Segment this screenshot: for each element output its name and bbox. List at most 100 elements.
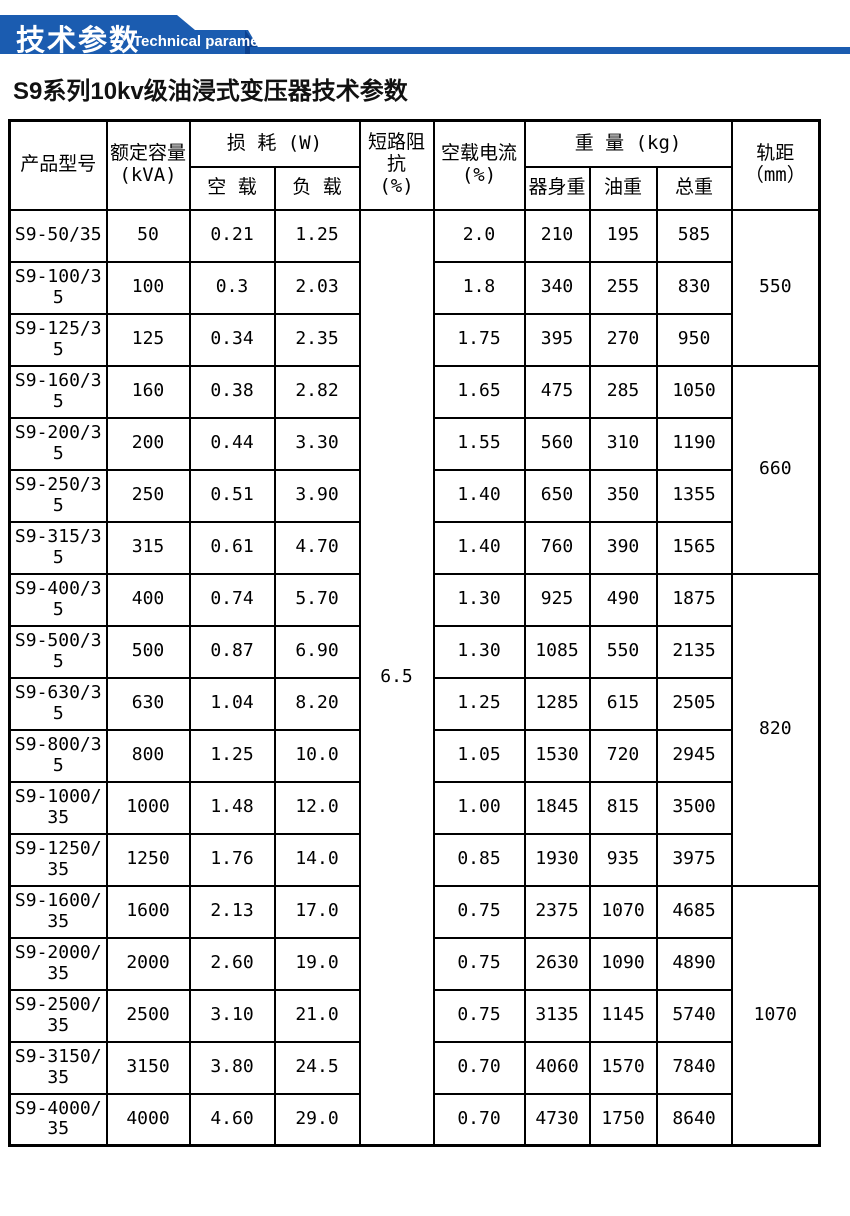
cell-total-weight: 830: [655, 260, 733, 315]
cell-capacity: 200: [105, 416, 191, 471]
header-capacity-label: 额定容量: [109, 142, 186, 165]
cell-oil-weight: 615: [588, 676, 658, 731]
cell-capacity: 2000: [105, 936, 191, 991]
table-row: S9-1250/35 1250 1.76 14.0 0.85 1930 935 …: [8, 832, 820, 887]
cell-noload-loss: 0.51: [188, 468, 276, 523]
cell-model: S9-2500/35: [8, 988, 108, 1043]
cell-oil-weight: 270: [588, 312, 658, 367]
cell-capacity: 315: [105, 520, 191, 575]
cell-noload-current: 0.75: [432, 936, 526, 991]
table-row: S9-160/35 160 0.38 2.82 1.65 475 285 105…: [8, 364, 821, 575]
cell-noload-loss: 1.25: [188, 728, 276, 783]
cell-capacity: 250: [105, 468, 191, 523]
cell-oil-weight: 550: [588, 624, 658, 679]
cell-model: S9-160/35: [8, 364, 108, 419]
table-row: S9-3150/35 3150 3.80 24.5 0.70 4060 1570…: [8, 1040, 820, 1095]
cell-noload-loss: 2.60: [188, 936, 276, 991]
cell-capacity: 3150: [105, 1040, 191, 1095]
cell-load-loss: 4.70: [273, 520, 361, 575]
cell-noload-loss: 0.34: [188, 312, 276, 367]
cell-total-weight: 950: [655, 312, 733, 367]
cell-total-weight: 1565: [655, 520, 733, 575]
cell-noload-current: 0.75: [432, 884, 526, 939]
cell-load-loss: 17.0: [273, 884, 361, 939]
cell-body-weight: 1530: [523, 728, 591, 783]
cell-model: S9-100/35: [8, 260, 108, 315]
cell-noload-current: 1.40: [432, 520, 526, 575]
cell-model: S9-315/35: [8, 520, 108, 575]
cell-oil-weight: 1750: [588, 1092, 658, 1147]
cell-model: S9-4000/35: [8, 1092, 108, 1147]
header-row-1: 产品型号 额定容量 (kVA) 损 耗 (W) 短路阻抗 (%) 空载电流 (%) 重…: [8, 119, 821, 211]
cell-noload-loss: 0.3: [188, 260, 276, 315]
cell-noload-loss: 4.60: [188, 1092, 276, 1147]
header-impedance: 短路阻抗 (%): [358, 119, 435, 211]
cell-total-weight: 7840: [655, 1040, 733, 1095]
header-noload-loss: 空 载: [188, 165, 276, 211]
cell-load-loss: 2.82: [273, 364, 361, 419]
header-gauge-unit: （mm）: [744, 164, 806, 187]
cell-oil-weight: 285: [588, 364, 658, 419]
table-row: S9-630/35 630 1.04 8.20 1.25 1285 615 25…: [8, 676, 820, 731]
table-row: S9-1600/35 1600 2.13 17.0 0.75 2375 1070…: [8, 884, 821, 1147]
cell-body-weight: 3135: [523, 988, 591, 1043]
cell-capacity: 1600: [105, 884, 191, 939]
header-body-weight: 器身重: [523, 165, 591, 211]
cell-capacity: 4000: [105, 1092, 191, 1147]
cell-total-weight: 2505: [655, 676, 733, 731]
cell-body-weight: 475: [523, 364, 591, 419]
cell-model: S9-1250/35: [8, 832, 108, 887]
cell-body-weight: 210: [523, 208, 591, 263]
header-row-2: 空 载 负 载 器身重 油重 总重: [10, 165, 820, 211]
cell-oil-weight: 720: [588, 728, 658, 783]
cell-noload-current: 1.40: [432, 468, 526, 523]
cell-total-weight: 585: [655, 208, 733, 263]
cell-total-weight: 1875: [655, 572, 733, 627]
cell-capacity: 100: [105, 260, 191, 315]
cell-model: S9-1000/35: [8, 780, 108, 835]
cell-noload-current: 0.70: [432, 1040, 526, 1095]
cell-load-loss: 6.90: [273, 624, 361, 679]
cell-oil-weight: 1090: [588, 936, 658, 991]
table-row: S9-400/35 400 0.74 5.70 1.30 925 490 187…: [8, 572, 821, 887]
cell-capacity: 1000: [105, 780, 191, 835]
cell-body-weight: 395: [523, 312, 591, 367]
cell-oil-weight: 1145: [588, 988, 658, 1043]
cell-gauge: 820: [730, 572, 821, 887]
header-loss: 损 耗 (W): [188, 119, 361, 168]
cell-gauge: 550: [730, 208, 821, 367]
cell-total-weight: 3975: [655, 832, 733, 887]
header-gauge-label: 轨距: [756, 142, 795, 165]
cell-model: S9-250/35: [8, 468, 108, 523]
cell-body-weight: 925: [523, 572, 591, 627]
banner-title-cn: 技术参数: [16, 25, 141, 57]
table-row: S9-315/35 315 0.61 4.70 1.40 760 390 156…: [8, 520, 820, 575]
cell-capacity: 500: [105, 624, 191, 679]
table-row: S9-1000/35 1000 1.48 12.0 1.00 1845 815 …: [8, 780, 820, 835]
cell-model: S9-200/35: [8, 416, 108, 471]
cell-total-weight: 3500: [655, 780, 733, 835]
cell-noload-current: 1.30: [432, 572, 526, 627]
cell-model: S9-2000/35: [8, 936, 108, 991]
table-row: S9-250/35 250 0.51 3.90 1.40 650 350 135…: [8, 468, 820, 523]
cell-total-weight: 5740: [655, 988, 733, 1043]
cell-oil-weight: 490: [588, 572, 658, 627]
cell-total-weight: 1355: [655, 468, 733, 523]
cell-capacity: 125: [105, 312, 191, 367]
cell-noload-current: 0.75: [432, 988, 526, 1043]
cell-noload-loss: 0.61: [188, 520, 276, 575]
page-title: S9系列10kv级油浸式变压器技术参数: [13, 78, 408, 105]
cell-model: S9-630/35: [8, 676, 108, 731]
cell-capacity: 2500: [105, 988, 191, 1043]
cell-total-weight: 4890: [655, 936, 733, 991]
cell-noload-loss: 0.21: [188, 208, 276, 263]
cell-body-weight: 1085: [523, 624, 591, 679]
cell-total-weight: 2945: [655, 728, 733, 783]
cell-oil-weight: 1070: [588, 884, 658, 939]
cell-capacity: 630: [105, 676, 191, 731]
cell-load-loss: 5.70: [273, 572, 361, 627]
table-row: S9-50/35 50 0.21 1.25 6.5 2.0 210 195 58…: [8, 208, 821, 1147]
cell-noload-current: 1.00: [432, 780, 526, 835]
cell-noload-current: 1.05: [432, 728, 526, 783]
cell-noload-loss: 1.48: [188, 780, 276, 835]
